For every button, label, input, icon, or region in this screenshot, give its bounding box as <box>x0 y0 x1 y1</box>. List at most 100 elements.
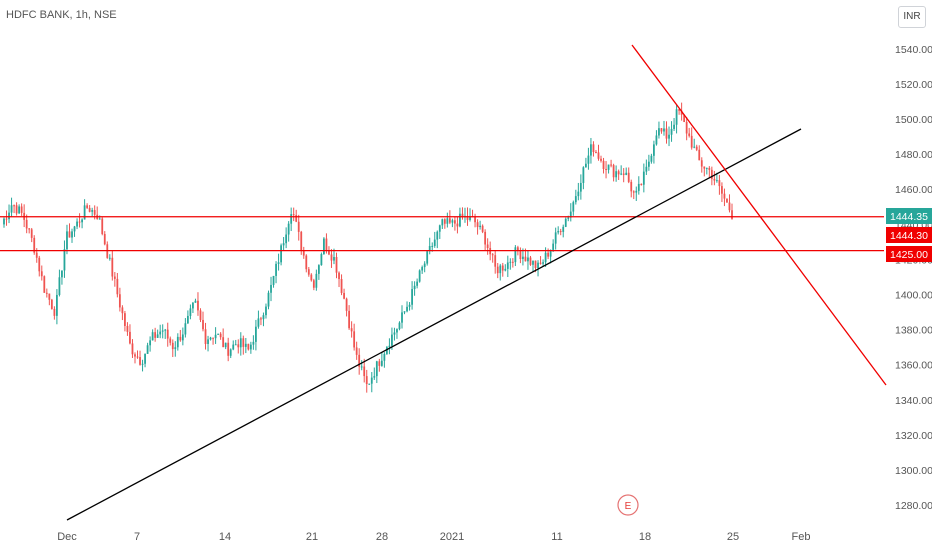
candle-body <box>373 376 376 378</box>
candle-body <box>499 265 502 274</box>
candle-body <box>428 246 431 252</box>
candle-body <box>38 257 41 272</box>
candle-body <box>179 336 182 341</box>
candle-body <box>474 216 476 223</box>
candle-body <box>516 247 519 252</box>
candle-body <box>164 329 167 331</box>
candle-body <box>310 274 313 281</box>
candle-body <box>411 289 413 305</box>
candle-body <box>139 357 141 365</box>
candle-body <box>217 333 220 335</box>
candle-body <box>378 361 381 366</box>
candle-body <box>174 347 177 350</box>
candle-body <box>300 231 303 251</box>
candle-body <box>171 342 174 350</box>
candle-body <box>28 228 31 230</box>
candle-body <box>305 255 308 270</box>
candle-body <box>595 151 597 153</box>
candle-body <box>506 262 509 269</box>
candle-body <box>353 331 356 348</box>
candle-body <box>166 329 169 339</box>
candle-body <box>343 292 345 299</box>
x-tick-label: Dec <box>57 531 77 543</box>
candle-body <box>280 245 282 263</box>
candle-body <box>398 322 401 330</box>
candle-body <box>557 231 560 233</box>
candle-body <box>176 336 179 348</box>
candle-body <box>103 233 106 245</box>
candle-body <box>406 306 408 312</box>
candle-body <box>335 257 338 273</box>
candle-body <box>610 164 612 166</box>
candle-body <box>134 354 136 357</box>
candle-body <box>53 308 56 316</box>
candle-body <box>385 347 388 354</box>
candle-body <box>597 152 600 159</box>
candle-body <box>50 299 53 309</box>
candle-body <box>333 257 335 261</box>
candle-body <box>43 276 46 293</box>
candle-body <box>312 280 315 288</box>
candle-body <box>66 231 68 250</box>
candle-body <box>287 223 290 235</box>
candle-body <box>186 315 189 324</box>
candle-body <box>277 262 280 264</box>
candle-body <box>5 218 8 220</box>
candle-body <box>524 256 527 262</box>
candle-body <box>257 318 260 327</box>
candle-body <box>642 171 645 185</box>
candle-body <box>491 254 494 256</box>
candle-body <box>229 349 232 356</box>
candle-body <box>204 329 207 344</box>
candle-body <box>416 281 419 286</box>
candle-body <box>380 360 383 366</box>
candle-body <box>522 256 524 259</box>
candle-body <box>527 257 529 262</box>
candle-body <box>456 223 459 227</box>
candle-body <box>101 218 104 234</box>
candle-body <box>169 338 172 343</box>
candle-body <box>529 257 532 265</box>
candle-body <box>118 294 121 308</box>
candle-body <box>370 377 373 384</box>
candle-body <box>602 160 605 169</box>
candle-body <box>121 307 124 314</box>
candle-body <box>209 337 212 340</box>
candle-body <box>15 205 18 214</box>
candle-body <box>81 219 83 223</box>
candle-body <box>443 219 446 224</box>
candle-body <box>582 167 585 183</box>
candle-body <box>244 343 247 347</box>
candle-body <box>348 310 351 329</box>
y-tick-label: 1540.00 <box>895 44 932 56</box>
candle-body <box>665 128 668 139</box>
candle-body <box>247 343 250 350</box>
candle-body <box>113 276 116 279</box>
candle-body <box>572 202 575 212</box>
y-tick-label: 1340.00 <box>895 395 932 407</box>
candle-body <box>149 340 152 346</box>
candle-body <box>355 347 358 355</box>
candle-body <box>159 331 162 335</box>
candle-body <box>728 202 731 211</box>
x-tick-label: 14 <box>219 531 231 543</box>
candle-body <box>685 122 688 134</box>
candle-body <box>703 166 706 169</box>
candle-body <box>723 193 726 199</box>
candle-body <box>25 219 28 229</box>
candle-body <box>302 250 305 256</box>
candle-body <box>640 183 643 185</box>
candle-body <box>421 267 424 271</box>
candle-body <box>393 332 396 335</box>
candle-body <box>234 344 237 346</box>
candle-body <box>136 356 139 358</box>
candle-body <box>693 146 696 148</box>
currency-button[interactable]: INR <box>898 6 926 28</box>
candle-body <box>454 220 456 224</box>
candle-body <box>323 238 325 255</box>
candle-body <box>328 250 330 255</box>
candle-body <box>658 128 660 136</box>
candle-body <box>375 361 378 377</box>
